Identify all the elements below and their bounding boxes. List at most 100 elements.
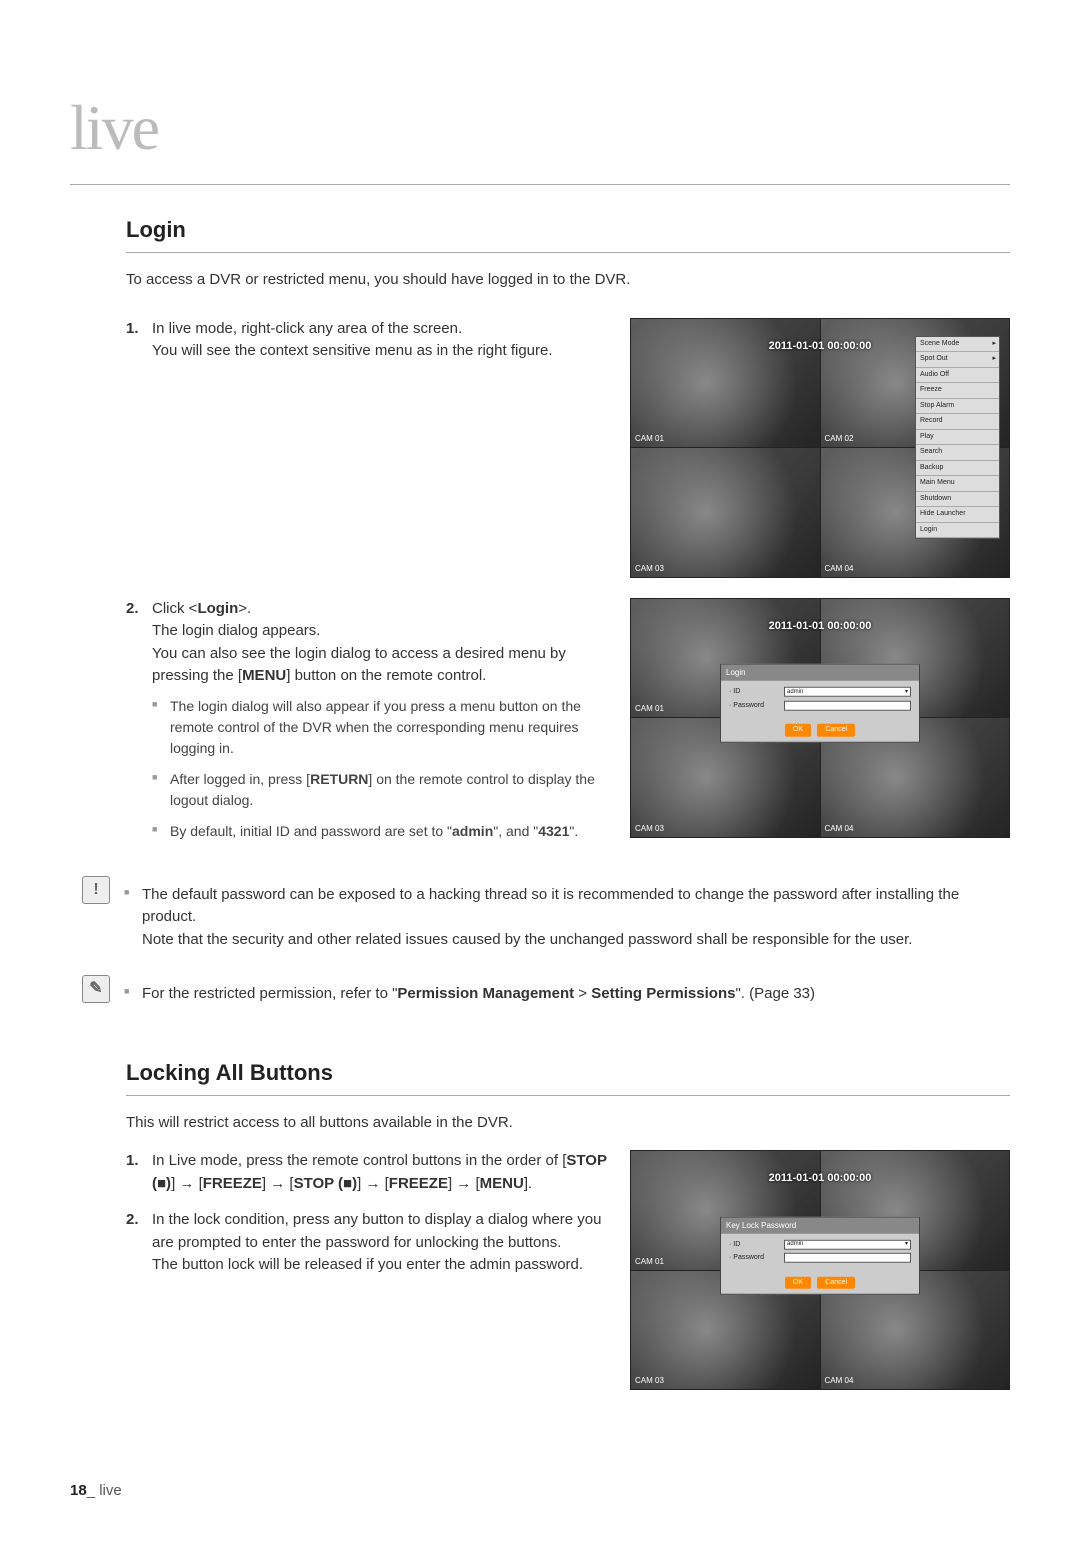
cam-label: CAM 01 bbox=[635, 433, 664, 445]
cam-label: CAM 02 bbox=[825, 433, 854, 445]
text-bold: RETURN bbox=[310, 771, 368, 787]
text-bold: MENU bbox=[480, 1175, 524, 1192]
menu-item[interactable]: Audio Off bbox=[916, 368, 999, 384]
text: In Live mode, press the remote control b… bbox=[152, 1152, 566, 1169]
lock-step-2: In the lock condition, press any button … bbox=[126, 1209, 610, 1277]
text: >. bbox=[238, 600, 251, 617]
login-step-2: Click <Login>. The login dialog appears.… bbox=[126, 598, 610, 842]
id-field[interactable]: admin ▾ bbox=[784, 1240, 911, 1250]
menu-item[interactable]: Backup bbox=[916, 461, 999, 477]
dvr-context-menu: Scene Mode Spot Out Audio Off Freeze Sto… bbox=[915, 336, 1000, 540]
id-field[interactable]: admin ▾ bbox=[784, 687, 911, 697]
cam-label: CAM 04 bbox=[825, 563, 854, 575]
text: ", and " bbox=[493, 823, 538, 839]
chapter-title: live bbox=[70, 80, 1010, 176]
id-label: · ID bbox=[729, 1239, 784, 1250]
dropdown-icon[interactable]: ▾ bbox=[905, 688, 908, 697]
section-name: live bbox=[99, 1482, 122, 1499]
text: In live mode, right-click any area of th… bbox=[152, 320, 462, 337]
pw-field[interactable] bbox=[784, 1253, 911, 1263]
text-bold: STOP (■) bbox=[294, 1175, 358, 1192]
cam-label: CAM 03 bbox=[635, 1375, 664, 1387]
cancel-button[interactable]: Cancel bbox=[817, 724, 855, 737]
text: ". bbox=[569, 823, 578, 839]
menu-item[interactable]: Hide Launcher bbox=[916, 507, 999, 523]
id-value: admin bbox=[787, 688, 803, 697]
menu-item[interactable]: Scene Mode bbox=[916, 337, 999, 353]
dvr-figure-login: CAM 01 CAM 02 CAM 03 CAM 04 2011-01-01 0… bbox=[630, 598, 1010, 838]
login-bullet-1: The login dialog will also appear if you… bbox=[152, 696, 610, 759]
lock-step-1: In Live mode, press the remote control b… bbox=[126, 1150, 610, 1195]
text: ] → [ bbox=[448, 1175, 480, 1192]
chapter-rule bbox=[70, 184, 1010, 185]
login-step-1: In live mode, right-click any area of th… bbox=[126, 318, 610, 363]
note-icon: ✎ bbox=[82, 975, 110, 1003]
text: In the lock condition, press any button … bbox=[152, 1211, 601, 1251]
text: ] → [ bbox=[357, 1175, 389, 1192]
pw-label: · Password bbox=[729, 1253, 784, 1264]
pw-label: · Password bbox=[729, 700, 784, 711]
text-bold: FREEZE bbox=[203, 1175, 262, 1192]
menu-item[interactable]: Search bbox=[916, 445, 999, 461]
menu-item[interactable]: Record bbox=[916, 414, 999, 430]
text-bold: MENU bbox=[242, 667, 286, 684]
text: _ bbox=[87, 1482, 100, 1499]
text: By default, initial ID and password are … bbox=[170, 823, 452, 839]
id-value: admin bbox=[787, 1240, 803, 1249]
text: Click < bbox=[152, 600, 197, 617]
section-rule bbox=[126, 252, 1010, 253]
page-footer: 18_ live bbox=[70, 1480, 1010, 1503]
cancel-button[interactable]: Cancel bbox=[817, 1276, 855, 1289]
text: ] button on the remote control. bbox=[286, 667, 486, 684]
id-label: · ID bbox=[729, 687, 784, 698]
text-bold: admin bbox=[452, 823, 493, 839]
ok-button[interactable]: OK bbox=[785, 724, 811, 737]
text-bold: Permission Management bbox=[397, 985, 574, 1002]
text: The login dialog appears. bbox=[152, 622, 320, 639]
menu-item[interactable]: Stop Alarm bbox=[916, 399, 999, 415]
dvr-timestamp: 2011-01-01 00:00:00 bbox=[769, 338, 872, 355]
login-bullet-3: By default, initial ID and password are … bbox=[152, 821, 610, 842]
cam-label: CAM 03 bbox=[635, 563, 664, 575]
dvr-figure-context-menu: CAM 01 CAM 02 CAM 03 CAM 04 2011-01-01 0… bbox=[630, 318, 1010, 578]
text: The default password can be exposed to a… bbox=[142, 886, 959, 926]
menu-item[interactable]: Main Menu bbox=[916, 476, 999, 492]
cam-label: CAM 04 bbox=[825, 1375, 854, 1387]
cam-label: CAM 01 bbox=[635, 1256, 664, 1268]
section-lock-title: Locking All Buttons bbox=[126, 1056, 1010, 1089]
text-bold: 4321 bbox=[538, 823, 569, 839]
dialog-title: Key Lock Password bbox=[721, 1217, 919, 1233]
pw-field[interactable] bbox=[784, 701, 911, 711]
menu-item[interactable]: Spot Out bbox=[916, 352, 999, 368]
menu-item[interactable]: Login bbox=[916, 523, 999, 539]
dropdown-icon[interactable]: ▾ bbox=[905, 1240, 908, 1249]
text: ] → [ bbox=[262, 1175, 294, 1192]
text-bold: Login bbox=[197, 600, 238, 617]
ok-button[interactable]: OK bbox=[785, 1276, 811, 1289]
dialog-title: Login bbox=[721, 665, 919, 681]
text: ". (Page 33) bbox=[735, 985, 815, 1002]
dvr-timestamp: 2011-01-01 00:00:00 bbox=[769, 618, 872, 635]
warning-icon: ! bbox=[82, 876, 110, 904]
text: After logged in, press [ bbox=[170, 771, 310, 787]
text: For the restricted permission, refer to … bbox=[142, 985, 397, 1002]
lock-intro: This will restrict access to all buttons… bbox=[126, 1112, 1010, 1135]
menu-item[interactable]: Freeze bbox=[916, 383, 999, 399]
text: The button lock will be released if you … bbox=[152, 1256, 583, 1273]
section-rule bbox=[126, 1095, 1010, 1096]
text: Note that the security and other related… bbox=[142, 931, 912, 948]
cam-label: CAM 03 bbox=[635, 823, 664, 835]
text: ]. bbox=[524, 1175, 532, 1192]
warning-text: The default password can be exposed to a… bbox=[124, 884, 1010, 952]
text: > bbox=[574, 985, 591, 1002]
menu-item[interactable]: Shutdown bbox=[916, 492, 999, 508]
tip-text: For the restricted permission, refer to … bbox=[124, 983, 1010, 1006]
cam-label: CAM 04 bbox=[825, 823, 854, 835]
login-bullet-2: After logged in, press [RETURN] on the r… bbox=[152, 769, 610, 811]
dvr-timestamp: 2011-01-01 00:00:00 bbox=[769, 1170, 872, 1187]
page-number: 18 bbox=[70, 1482, 87, 1499]
dvr-figure-keylock: CAM 01 CAM 02 CAM 03 CAM 04 2011-01-01 0… bbox=[630, 1150, 1010, 1390]
keylock-dialog: Key Lock Password · IDadmin▾ · Password … bbox=[720, 1216, 920, 1295]
menu-item[interactable]: Play bbox=[916, 430, 999, 446]
login-intro: To access a DVR or restricted menu, you … bbox=[126, 269, 1010, 292]
